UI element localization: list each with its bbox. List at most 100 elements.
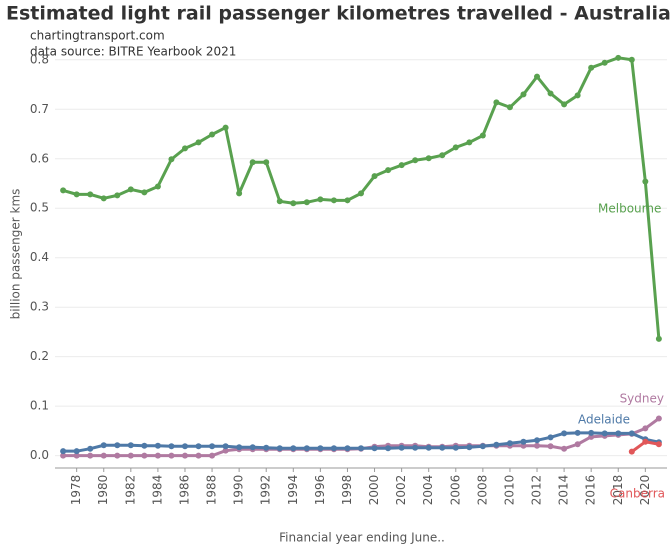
data-point	[317, 445, 324, 452]
data-point	[222, 447, 229, 454]
data-point	[439, 152, 446, 159]
subtitle: data source: BITRE Yearbook 2021	[30, 45, 236, 59]
data-point	[628, 56, 635, 63]
data-point	[181, 443, 188, 450]
data-point	[493, 99, 500, 106]
x-tick-label: 1986	[177, 475, 191, 506]
data-point	[276, 445, 283, 452]
data-point	[601, 59, 608, 66]
x-tick-label: 1984	[150, 475, 164, 506]
data-point	[330, 445, 337, 452]
data-point	[317, 196, 324, 203]
data-point	[330, 197, 337, 204]
data-point	[615, 430, 622, 437]
data-point	[195, 139, 202, 146]
data-point	[195, 443, 202, 450]
data-point	[398, 444, 405, 451]
data-point	[628, 430, 635, 437]
x-axis-label: Financial year ending June..	[279, 531, 445, 545]
x-tick-label: 2020	[638, 475, 652, 506]
x-tick-label: 1996	[313, 475, 327, 506]
x-tick-label: 2018	[611, 475, 625, 506]
data-point	[574, 441, 581, 448]
x-tick-label: 1980	[96, 475, 110, 506]
data-point	[506, 440, 513, 447]
data-point	[87, 452, 94, 459]
data-point	[534, 437, 541, 444]
data-point	[222, 124, 229, 131]
x-tick-label: 2002	[394, 475, 408, 506]
data-point	[209, 131, 216, 138]
data-point	[574, 429, 581, 436]
data-point	[588, 64, 595, 71]
data-point	[561, 430, 568, 437]
data-point	[439, 444, 446, 451]
data-point	[236, 444, 243, 451]
data-point	[141, 452, 148, 459]
data-point	[547, 434, 554, 441]
series-label: Melbourne	[598, 202, 661, 216]
data-point	[479, 443, 486, 450]
data-point	[520, 91, 527, 98]
data-point	[60, 452, 67, 459]
data-point	[127, 186, 134, 193]
x-tick-label: 1998	[340, 475, 354, 506]
data-point	[154, 452, 161, 459]
data-point	[181, 452, 188, 459]
x-tick-label: 2004	[421, 475, 435, 506]
data-point	[114, 452, 121, 459]
y-tick-label: 0.1	[30, 399, 49, 413]
x-tick-label: 2016	[584, 475, 598, 506]
data-point	[100, 195, 107, 202]
chart-title: Estimated light rail passenger kilometre…	[6, 3, 670, 25]
data-point	[452, 144, 459, 151]
x-tick-label: 1978	[69, 475, 83, 506]
x-tick-label: 2014	[557, 475, 571, 506]
data-point	[195, 452, 202, 459]
series-line	[62, 56, 661, 339]
data-point	[466, 444, 473, 451]
data-point	[493, 441, 500, 448]
y-axis-label: billion passenger kms	[9, 189, 23, 320]
data-point	[534, 442, 541, 449]
data-point	[127, 442, 134, 449]
data-point	[520, 438, 527, 445]
y-tick-label: 0.3	[30, 300, 49, 314]
data-point	[209, 443, 216, 450]
data-point	[168, 443, 175, 450]
data-point	[73, 452, 80, 459]
data-point	[412, 157, 419, 164]
data-point	[615, 54, 622, 61]
data-point	[655, 415, 662, 422]
data-point	[371, 445, 378, 452]
data-point	[168, 156, 175, 163]
x-tick-label: 1988	[205, 475, 219, 506]
data-point	[547, 90, 554, 97]
data-point	[127, 452, 134, 459]
data-point	[100, 452, 107, 459]
data-point	[141, 442, 148, 449]
data-point	[344, 197, 351, 204]
data-point	[290, 445, 297, 452]
data-point	[642, 438, 649, 445]
y-tick-label: 0.6	[30, 151, 49, 165]
data-point	[114, 192, 121, 199]
data-point	[154, 442, 161, 449]
data-point	[290, 200, 297, 207]
data-point	[60, 448, 67, 455]
y-tick-label: 0.2	[30, 349, 49, 363]
data-point	[628, 448, 635, 455]
y-tick-label: 0.0	[30, 448, 49, 462]
data-point	[655, 441, 662, 448]
data-point	[209, 452, 216, 459]
x-tick-label: 1992	[259, 475, 273, 506]
data-point	[263, 444, 270, 451]
data-point	[588, 429, 595, 436]
data-point	[60, 187, 67, 194]
data-point	[358, 445, 364, 452]
data-point	[466, 139, 473, 146]
data-point	[371, 173, 378, 180]
data-point	[154, 183, 161, 190]
data-point	[358, 190, 364, 197]
